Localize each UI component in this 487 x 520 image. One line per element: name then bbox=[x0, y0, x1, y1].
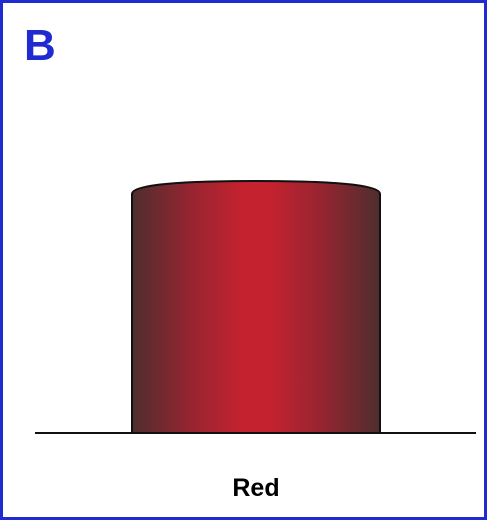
cylinder-label: Red bbox=[232, 474, 279, 502]
figure-panel: B Red bbox=[0, 0, 487, 520]
panel-label: B bbox=[24, 21, 56, 70]
cylinder bbox=[132, 181, 380, 433]
